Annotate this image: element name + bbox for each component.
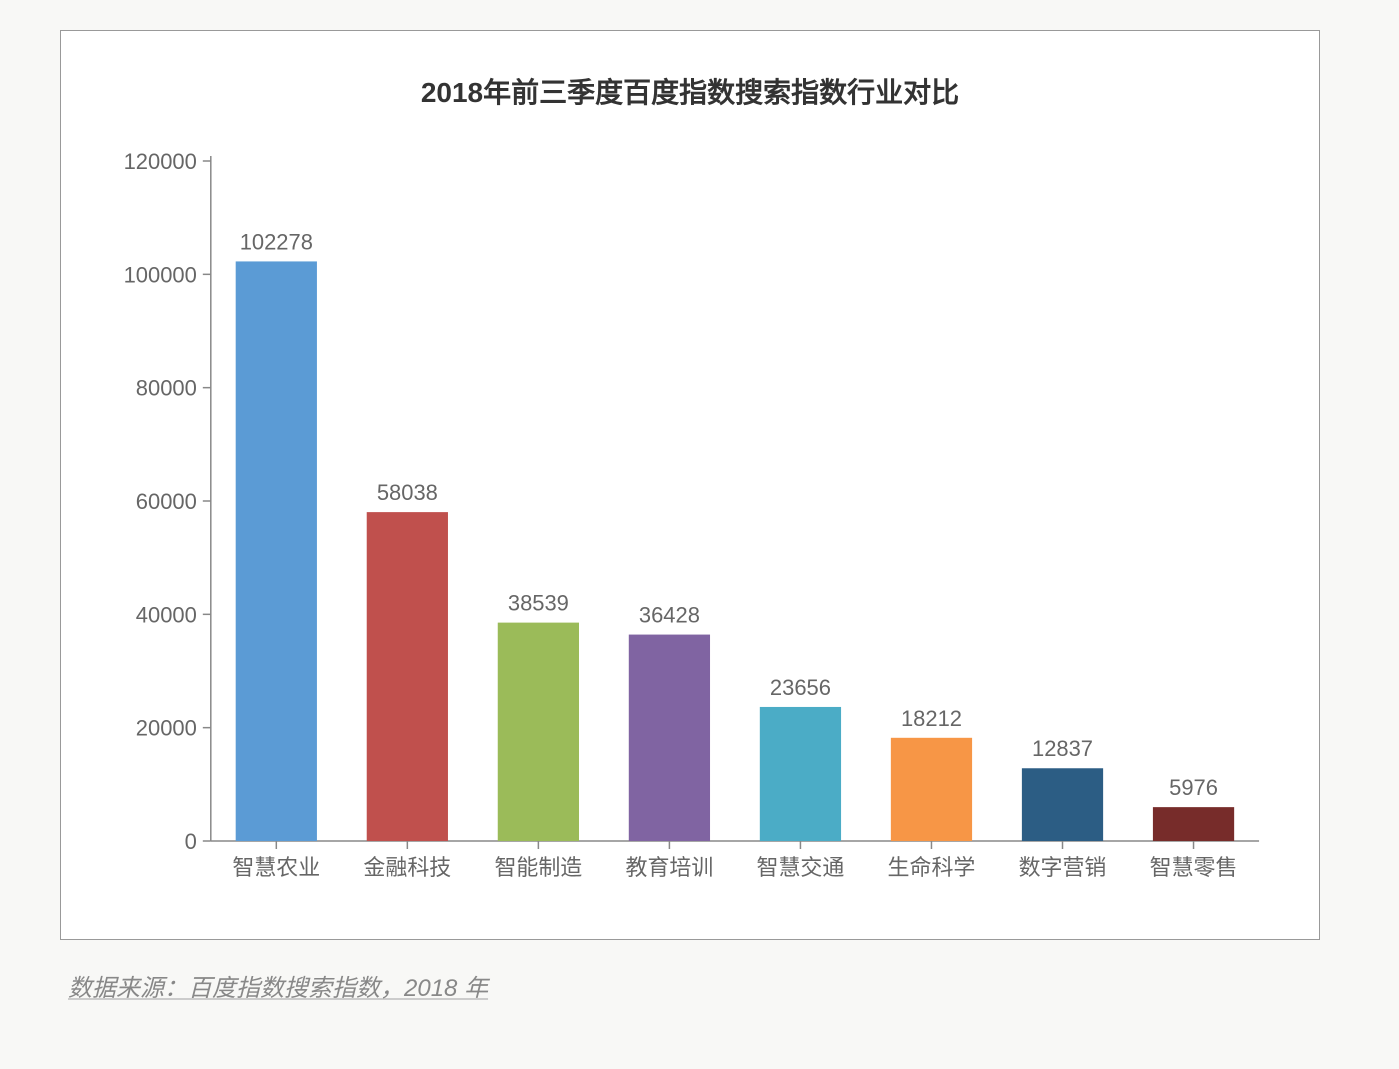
y-tick-label: 40000 (136, 602, 197, 627)
bar-value-label: 102278 (240, 229, 313, 254)
source-note: 数据来源：百度指数搜索指数，2018 年 (60, 968, 1339, 1003)
bar-value-label: 58038 (377, 480, 438, 505)
x-tick-label: 智慧农业 (232, 855, 320, 880)
chart-area: 0 20000 40000 60000 80000 100000 120000 102278 智… (91, 121, 1289, 901)
bar-value-label: 12837 (1032, 736, 1093, 761)
x-tick-label: 金融科技 (363, 855, 451, 880)
bar (236, 261, 317, 841)
x-tick-label: 智慧零售 (1150, 855, 1238, 880)
bar (1022, 768, 1103, 841)
chart-title: 2018年前三季度百度指数搜索指数行业对比 (91, 71, 1289, 111)
bar-value-label: 38539 (508, 591, 569, 616)
y-tick-label: 80000 (136, 376, 197, 401)
y-tick-label: 100000 (124, 262, 197, 287)
x-tick-label: 生命科学 (888, 855, 976, 880)
y-tick-label: 20000 (136, 716, 197, 741)
y-tick-label: 60000 (136, 489, 197, 514)
x-tick-label: 教育培训 (626, 855, 714, 880)
bar-value-label: 5976 (1169, 775, 1218, 800)
bar (367, 512, 448, 841)
bar (629, 635, 710, 841)
y-tick-label: 120000 (124, 149, 197, 174)
bar-value-label: 18212 (901, 706, 962, 731)
bar (1153, 807, 1234, 841)
bar-value-label: 23656 (770, 675, 831, 700)
bar-value-label: 36428 (639, 603, 700, 628)
y-tick-label: 0 (185, 829, 197, 854)
x-tick-label: 数字营销 (1019, 855, 1107, 880)
bar (760, 707, 841, 841)
bar-chart-svg: 0 20000 40000 60000 80000 100000 120000 102278 智… (91, 121, 1289, 901)
chart-frame: 2018年前三季度百度指数搜索指数行业对比 0 20000 40000 60000 80… (60, 30, 1320, 940)
bar (498, 623, 579, 841)
bar (891, 738, 972, 841)
x-tick-label: 智慧交通 (757, 855, 845, 880)
x-tick-label: 智能制造 (494, 855, 582, 880)
